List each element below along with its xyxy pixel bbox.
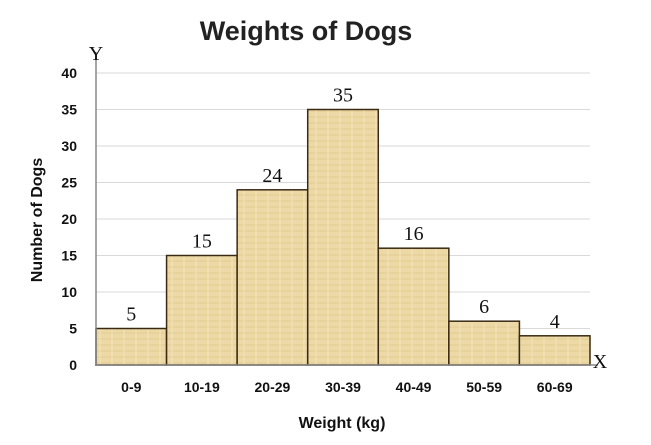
y-tick-label: 10: [61, 284, 77, 300]
y-tick-labels: 0 5 10 15 20 25 30 35 40: [61, 65, 77, 373]
data-label: 15: [192, 231, 212, 253]
x-tick-label: 40-49: [396, 379, 432, 395]
x-axis-letter: X: [593, 351, 608, 373]
y-tick-label: 40: [61, 65, 77, 81]
data-label: 24: [262, 165, 282, 187]
data-label: 35: [333, 85, 353, 107]
y-tick-label: 15: [61, 248, 77, 264]
bar-60-69: [518, 335, 591, 366]
bar-0-9: [95, 327, 168, 366]
y-tick-label: 0: [69, 357, 77, 373]
x-tick-label: 0-9: [121, 379, 141, 395]
data-label: 5: [126, 304, 136, 326]
bar-30-39: [306, 108, 380, 366]
chart-title: Weights of Dogs: [200, 16, 413, 46]
y-axis-title: Number of Dogs: [29, 158, 46, 283]
y-tick-label: 25: [61, 175, 77, 191]
bar-20-29: [236, 189, 309, 366]
x-tick-label: 20-29: [255, 379, 291, 395]
bar-50-59: [448, 320, 521, 366]
data-label: 16: [404, 223, 424, 245]
y-tick-label: 5: [69, 321, 77, 337]
x-tick-label: 10-19: [184, 379, 220, 395]
y-tick-label: 35: [61, 102, 77, 118]
y-tick-label: 30: [61, 138, 77, 154]
y-axis-letter: Y: [89, 43, 103, 65]
y-tick-label: 20: [61, 211, 77, 227]
x-tick-labels: 0-9 10-19 20-29 30-39 40-49 50-59 60-69: [121, 379, 573, 395]
x-tick-label: 50-59: [466, 379, 502, 395]
data-label: 6: [479, 296, 489, 318]
data-labels: 5 15 24 35 16 6 4: [126, 85, 559, 333]
bar-40-49: [377, 247, 450, 366]
bar-10-19: [165, 254, 238, 366]
x-tick-label: 60-69: [537, 379, 573, 395]
x-axis-title: Weight (kg): [299, 415, 386, 432]
data-label: 4: [550, 311, 560, 333]
bars: [95, 108, 591, 366]
x-tick-label: 30-39: [325, 379, 361, 395]
